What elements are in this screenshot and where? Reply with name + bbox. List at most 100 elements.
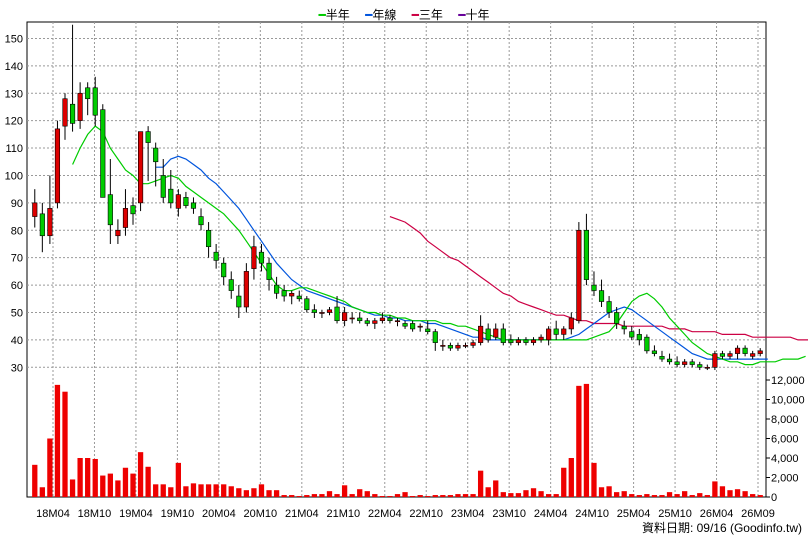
price-tick-label: 130 — [5, 88, 23, 100]
candle-body — [598, 290, 605, 302]
volume-bar — [545, 494, 552, 497]
time-tick-label: 23M10 — [492, 508, 526, 520]
candle-body — [122, 208, 129, 228]
candle-body — [485, 328, 491, 341]
price-tick-label: 140 — [5, 61, 23, 73]
volume-tick-label: 8,000 — [771, 414, 799, 426]
candle-body — [357, 317, 363, 322]
volume-bar — [455, 494, 461, 497]
candle-body — [342, 312, 348, 322]
candle-body — [319, 312, 325, 314]
candle-body — [289, 293, 295, 297]
volume-bar — [372, 494, 378, 497]
legend-ten-year-swatch: ━ — [458, 8, 466, 22]
price-tick-label: 60 — [11, 280, 23, 292]
volume-bar — [485, 487, 491, 497]
candle-body — [583, 229, 589, 280]
volume-bar — [734, 489, 741, 497]
candle-body — [107, 194, 113, 226]
time-tick-label: 23M04 — [451, 508, 485, 520]
volume-bar — [530, 488, 537, 497]
candle-body — [175, 194, 181, 209]
volume-tick-label: 12,000 — [771, 375, 805, 387]
candle-body — [614, 312, 620, 324]
candle-body — [198, 216, 204, 226]
candle-body — [417, 325, 423, 328]
candle-body — [160, 175, 166, 198]
candle-body — [478, 325, 484, 343]
candle-body — [508, 339, 514, 343]
volume-bar — [591, 462, 597, 497]
volume-bar — [92, 458, 98, 497]
candle-body — [538, 336, 544, 341]
candle-body — [689, 361, 695, 365]
volume-bar — [742, 491, 748, 497]
volume-bar — [334, 494, 340, 497]
candle-body — [168, 188, 174, 204]
volume-tick-label: 4,000 — [771, 453, 799, 465]
time-tick-label: 26M04 — [700, 508, 734, 520]
candle-body — [92, 87, 98, 116]
volume-tick-label: 0 — [771, 492, 777, 504]
volume-tick-label: 10,000 — [771, 395, 805, 407]
candle-body — [130, 205, 136, 215]
time-tick-label: 18M10 — [78, 508, 112, 520]
volume-bar — [651, 495, 658, 497]
volume-bar — [598, 487, 605, 497]
volume-bar — [32, 464, 38, 497]
volume-bar — [289, 495, 295, 497]
time-tick-label: 21M04 — [285, 508, 319, 520]
candle-body — [719, 353, 726, 357]
candle-body — [553, 328, 559, 335]
candle-body — [394, 320, 401, 323]
candle-body — [243, 271, 249, 308]
legend-half-year-label: 半年 — [325, 8, 350, 22]
candle-body — [69, 103, 76, 124]
candle-body — [32, 202, 38, 217]
candle-body — [561, 328, 567, 335]
volume-bar — [470, 494, 476, 497]
volume-bar — [387, 496, 393, 497]
candle-body — [153, 147, 159, 163]
volume-bar — [296, 496, 302, 497]
candle-body — [530, 339, 537, 343]
volume-bar — [462, 494, 469, 497]
candle-body — [206, 229, 212, 248]
candle-body — [236, 295, 242, 308]
volume-bar — [228, 486, 234, 497]
volume-bar — [236, 488, 242, 497]
candle-body — [644, 336, 650, 352]
volume-bar — [243, 490, 250, 497]
candle-body — [410, 323, 416, 330]
candle-body — [455, 345, 461, 349]
volume-bar — [357, 489, 363, 497]
volume-bar — [576, 385, 582, 497]
volume-bar — [440, 495, 446, 497]
volume-bar — [417, 495, 423, 497]
candle-body — [651, 350, 657, 354]
volume-bar — [251, 488, 257, 497]
volume-bar — [750, 494, 756, 497]
price-tick-label: 100 — [5, 170, 23, 182]
volume-bar — [727, 490, 733, 497]
candle-body — [470, 342, 476, 346]
candle-body — [85, 87, 91, 100]
time-tick-label: 22M04 — [368, 508, 402, 520]
volume-bar — [153, 484, 159, 497]
candle-body — [493, 328, 499, 338]
price-tick-label: 120 — [5, 116, 23, 128]
volume-bar — [115, 480, 121, 497]
candle-body — [281, 290, 287, 297]
volume-bar — [198, 484, 204, 497]
candle-body — [447, 345, 453, 349]
candle-body — [326, 309, 333, 313]
candle-body — [523, 339, 529, 343]
time-tick-label: 25M10 — [658, 508, 692, 520]
ma-half-year-line — [72, 125, 806, 366]
volume-bar — [659, 495, 665, 497]
volume-bar — [644, 494, 650, 497]
volume-bar — [190, 483, 197, 497]
volume-bar — [47, 438, 53, 497]
candle-body — [712, 353, 718, 368]
volume-bar — [666, 492, 673, 497]
